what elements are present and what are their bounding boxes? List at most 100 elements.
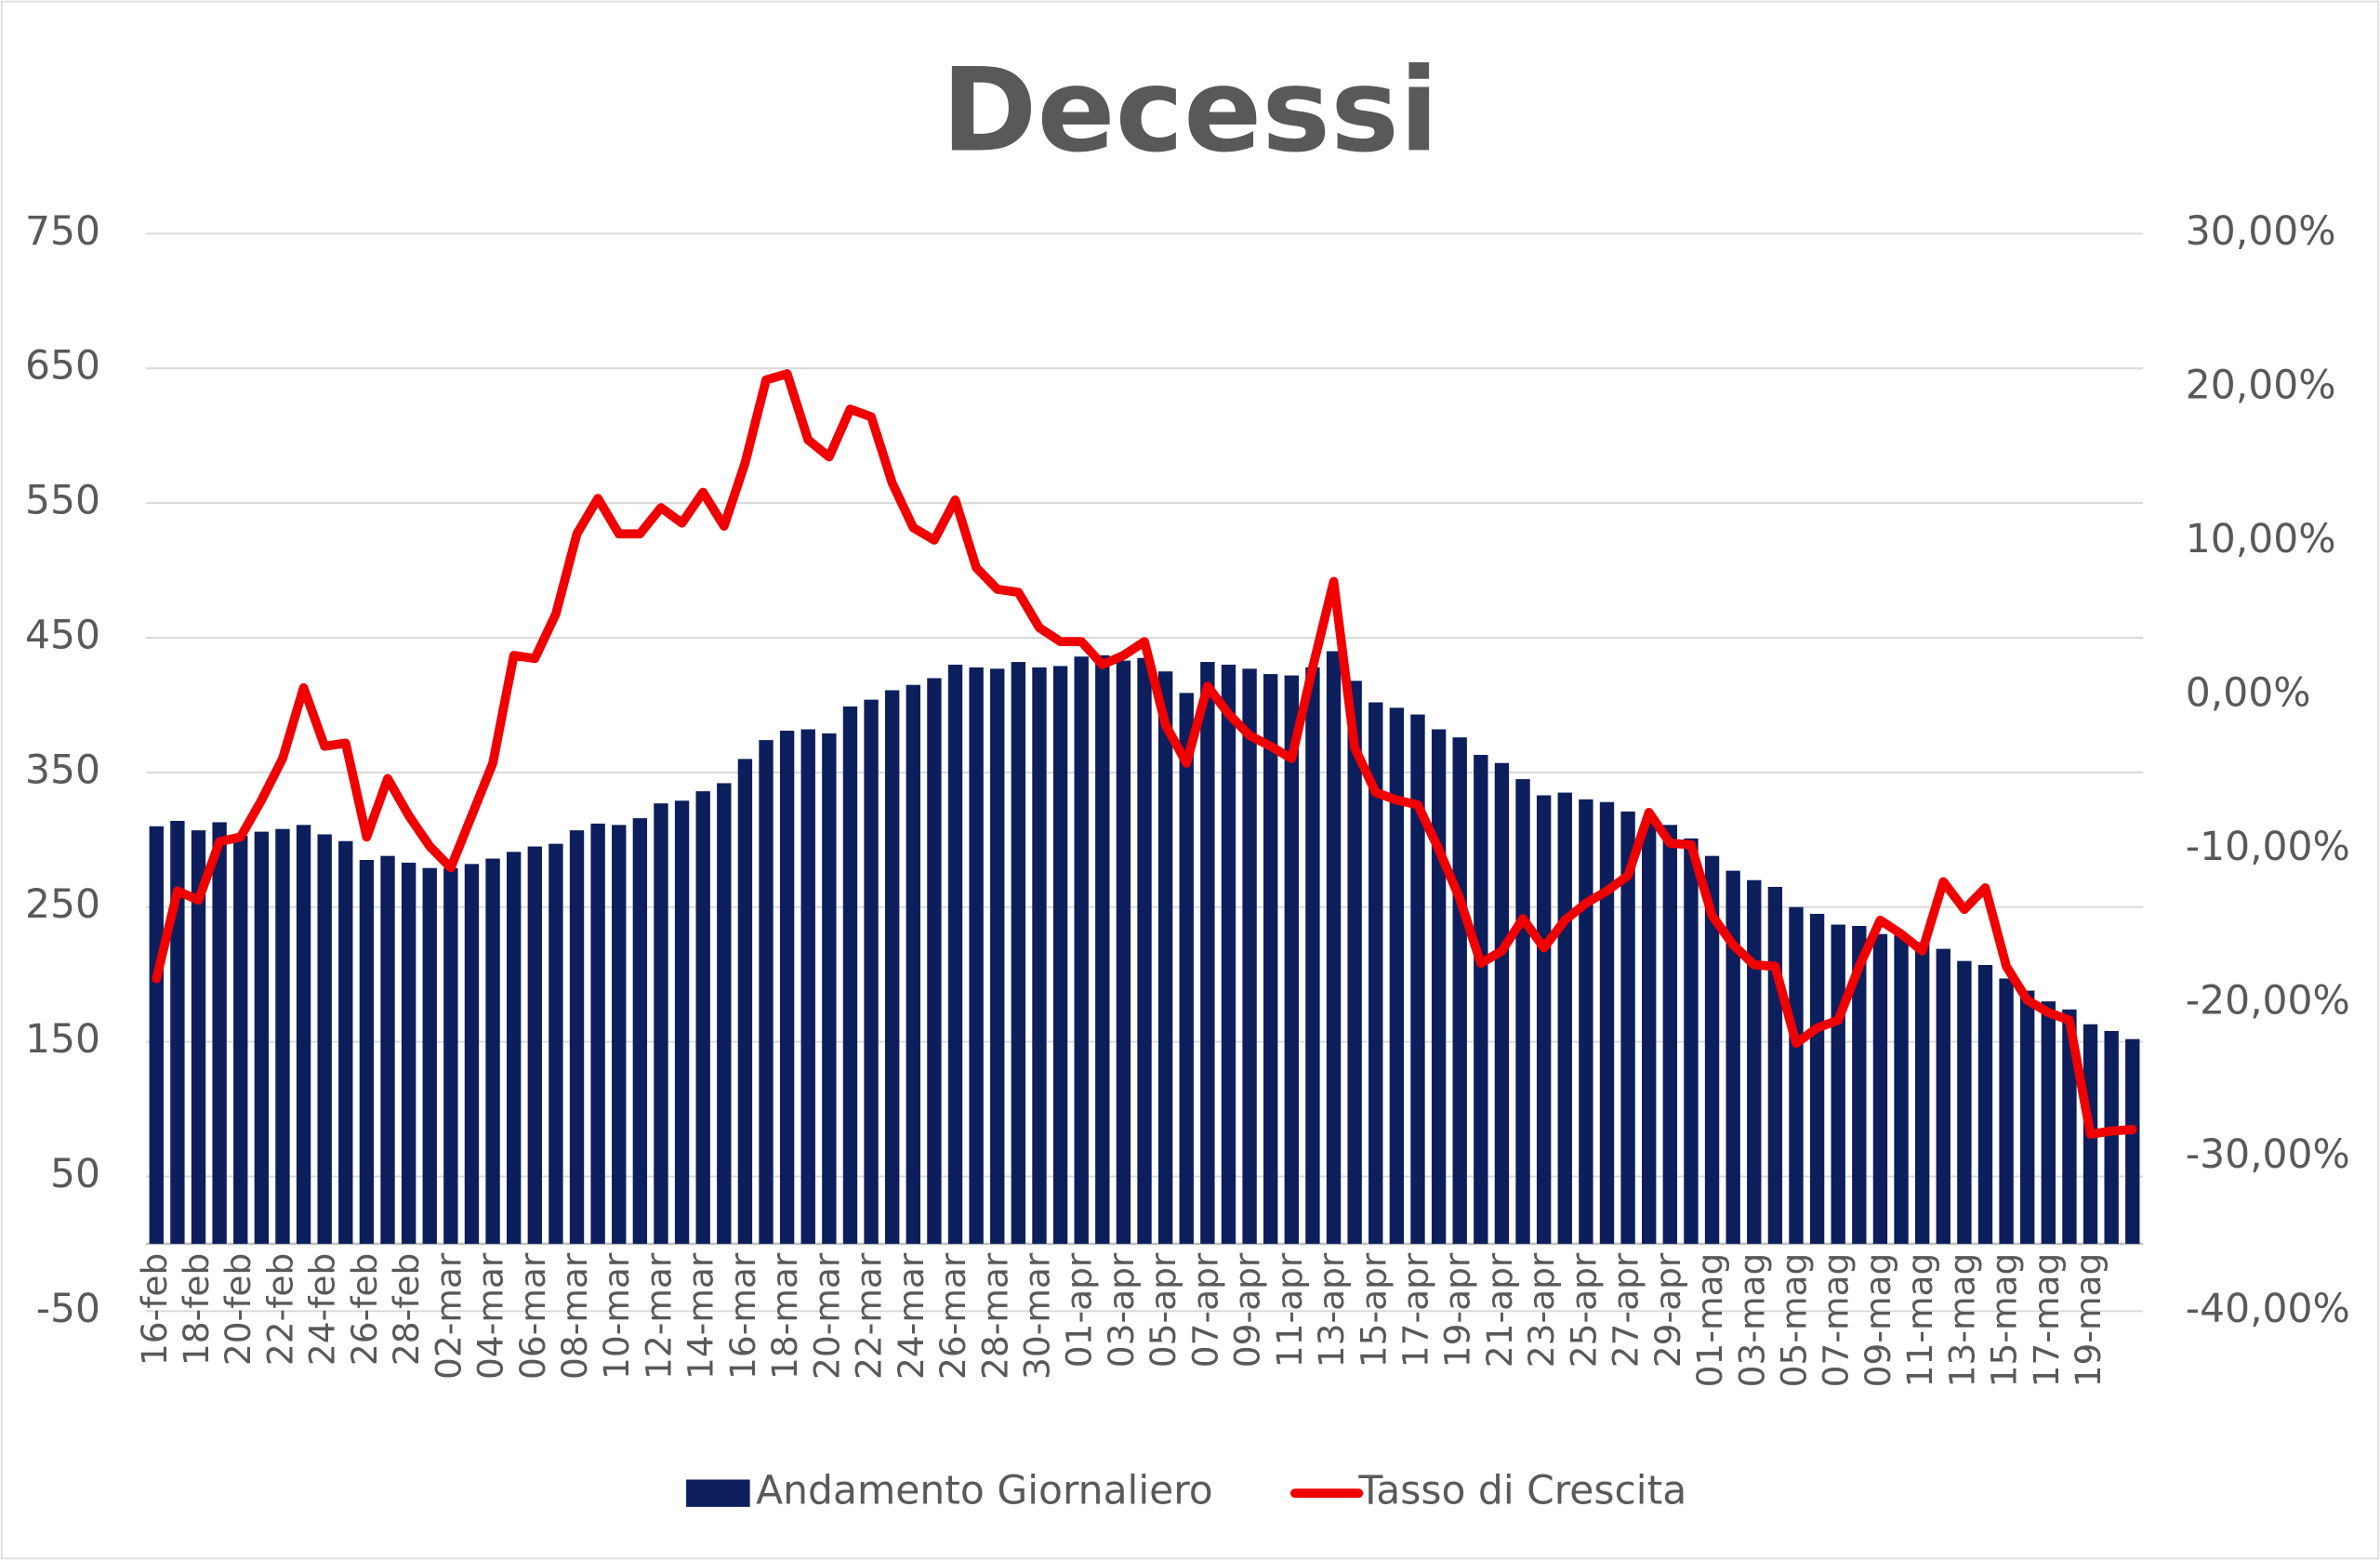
x-tick-label: 28-mar — [974, 1252, 1015, 1380]
y-tick-label: 350 — [25, 747, 100, 793]
x-tick-label: 15-apr — [1353, 1252, 1394, 1368]
bar — [1914, 942, 1930, 1244]
bar — [1620, 811, 1635, 1244]
bar — [191, 830, 206, 1244]
bar — [1200, 662, 1215, 1244]
bar — [1410, 714, 1425, 1244]
bar — [1515, 779, 1530, 1244]
x-tick-label: 07-apr — [1184, 1252, 1225, 1368]
x-tick-label: 07-mag — [1816, 1253, 1857, 1388]
y-tick-label: 450 — [25, 613, 100, 658]
bar — [2104, 1030, 2119, 1244]
y2-tick-label: 10,00% — [2186, 517, 2336, 562]
bar — [1452, 737, 1467, 1244]
bar — [1494, 762, 1510, 1244]
y-tick-label: 250 — [25, 882, 100, 928]
bar — [317, 834, 332, 1244]
chart-title: Decessi — [942, 44, 1439, 178]
y-tick-label: 650 — [25, 344, 100, 390]
x-tick-label: 16-feb — [134, 1253, 175, 1366]
bar — [759, 740, 774, 1244]
bar — [1074, 656, 1089, 1244]
x-tick-label: 25-apr — [1563, 1252, 1604, 1368]
bar — [1726, 870, 1740, 1244]
x-tick-label: 19-mag — [2068, 1253, 2109, 1388]
x-tick-label: 19-apr — [1437, 1252, 1478, 1368]
bar — [612, 825, 627, 1244]
y2-tick-label: 20,00% — [2186, 363, 2336, 408]
bar — [590, 823, 605, 1244]
bar — [1157, 671, 1173, 1244]
x-tick-label: 15-mag — [1984, 1253, 2025, 1388]
x-tick-label: 26-mar — [932, 1252, 973, 1380]
bar — [1326, 651, 1342, 1244]
legend-label: Andamento Giornaliero — [756, 1469, 1213, 1514]
bar — [485, 858, 500, 1244]
x-tick-label: 03-apr — [1101, 1252, 1142, 1368]
bar — [338, 840, 353, 1244]
x-tick-label: 27-apr — [1606, 1252, 1646, 1368]
bar — [1599, 801, 1615, 1244]
x-tick-label: 23-apr — [1521, 1252, 1562, 1368]
bar — [1809, 913, 1825, 1244]
bar — [1052, 666, 1068, 1244]
bar — [1747, 879, 1762, 1244]
bar — [149, 826, 164, 1244]
bar — [1011, 662, 1026, 1244]
x-tick-label: 11-apr — [1269, 1252, 1310, 1368]
bar — [1767, 886, 1783, 1244]
bar — [443, 867, 458, 1244]
bar — [800, 729, 815, 1244]
x-tick-label: 24-feb — [302, 1253, 343, 1366]
bar — [1957, 960, 1972, 1244]
bar — [380, 855, 395, 1244]
x-tick-label: 28-feb — [386, 1253, 427, 1366]
bar — [990, 668, 1005, 1244]
bar — [275, 828, 290, 1244]
x-tick-label: 14-mar — [681, 1252, 721, 1380]
y-tick-label: 50 — [50, 1152, 100, 1197]
bar — [779, 730, 795, 1244]
x-tick-label: 03-mag — [1731, 1253, 1772, 1388]
bar — [527, 846, 542, 1244]
x-tick-label: 13-apr — [1311, 1252, 1352, 1368]
x-tick-label: 21-apr — [1479, 1252, 1520, 1368]
bar — [1852, 925, 1867, 1244]
x-tick-label: 05-apr — [1143, 1252, 1183, 1368]
x-tick-label: 17-apr — [1395, 1252, 1435, 1368]
y-tick-label: 150 — [25, 1017, 100, 1063]
bar — [1474, 755, 1488, 1244]
bar — [2062, 1009, 2077, 1244]
legend-swatch — [686, 1479, 750, 1507]
bar — [969, 667, 984, 1244]
bar — [2125, 1038, 2140, 1244]
x-tick-label: 10-mar — [596, 1252, 637, 1380]
bar — [401, 862, 416, 1244]
bar — [927, 678, 942, 1244]
x-tick-label: 01-mag — [1689, 1253, 1730, 1388]
bar — [654, 803, 668, 1244]
bar — [737, 759, 753, 1244]
bar — [1263, 674, 1278, 1244]
bar — [864, 699, 879, 1244]
x-tick-label: 17-mag — [2026, 1253, 2067, 1388]
bar — [170, 820, 185, 1244]
bar — [1179, 693, 1194, 1244]
bar — [1221, 664, 1236, 1244]
x-tick-label: 20-feb — [218, 1253, 258, 1366]
x-tick-label: 24-mar — [891, 1252, 932, 1380]
x-tick-label: 22-feb — [259, 1253, 300, 1366]
bar — [212, 822, 227, 1244]
x-tick-label: 11-mag — [1899, 1253, 1940, 1388]
bar — [1662, 825, 1678, 1244]
y2-tick-label: -20,00% — [2186, 979, 2350, 1025]
x-tick-label: 13-mag — [1941, 1253, 1982, 1388]
bar — [1642, 818, 1657, 1244]
y2-tick-label: -30,00% — [2186, 1132, 2350, 1178]
bar — [822, 733, 837, 1244]
x-tick-label: 09-mag — [1858, 1253, 1898, 1388]
bar — [695, 791, 710, 1244]
bar — [1095, 654, 1110, 1244]
y-tick-label: 750 — [25, 209, 100, 255]
bar — [296, 825, 311, 1244]
